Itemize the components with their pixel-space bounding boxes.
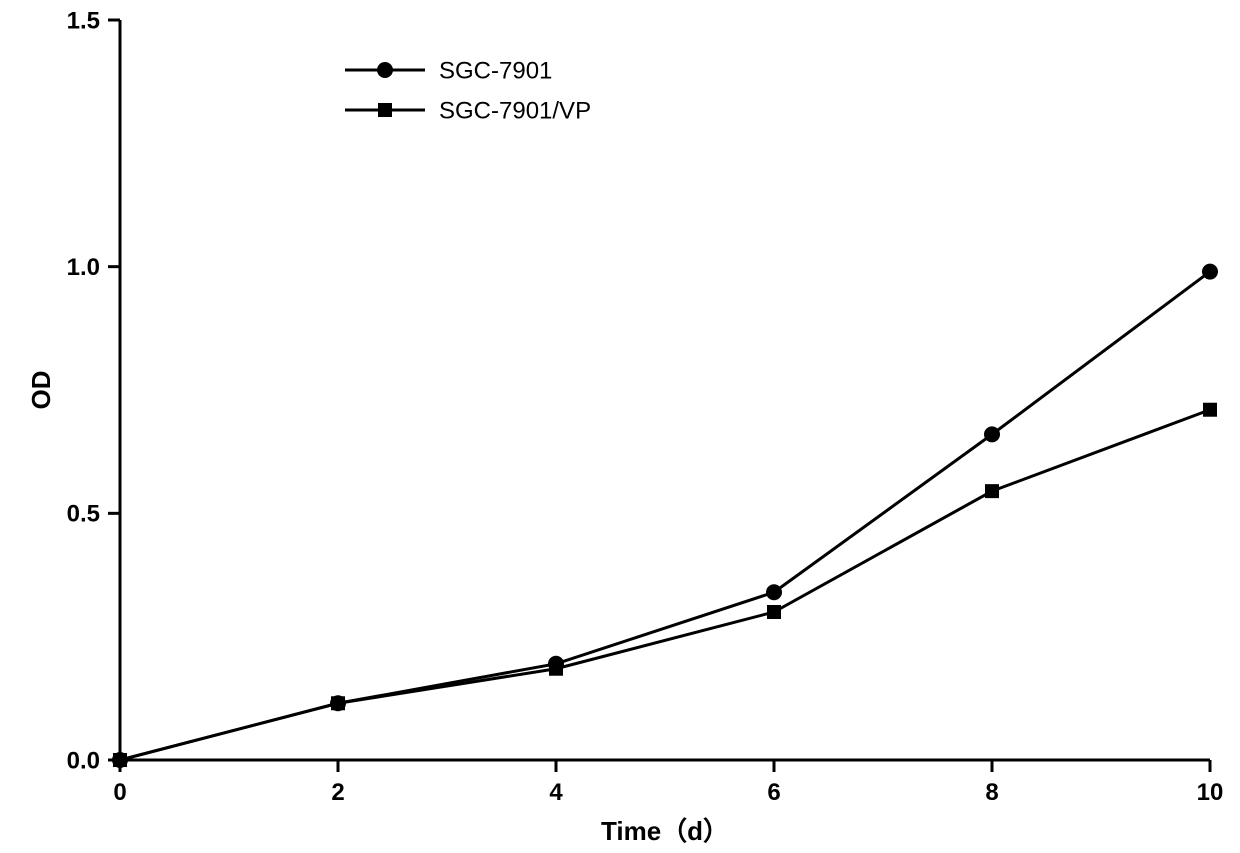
chart-container: 0 2 4 6 8 10 Time（d） 0.0 0.5 1.0 1.5 OD SGC-7901 SGC-… <box>0 0 1240 853</box>
x-tick-label: 4 <box>549 779 563 806</box>
y-tick-label: 1.5 <box>67 7 100 34</box>
legend-label: SGC-7901/VP <box>439 97 591 124</box>
x-tick-label: 6 <box>767 779 780 806</box>
x-axis-label: Time（d） <box>601 816 729 846</box>
x-tick-label: 8 <box>985 779 998 806</box>
y-tick-label: 0.0 <box>67 747 100 774</box>
legend-label: SGC-7901 <box>439 57 552 84</box>
y-tick-label: 1.0 <box>67 254 100 281</box>
y-axis-label: OD <box>26 371 56 410</box>
x-tick-label: 10 <box>1197 779 1224 806</box>
x-tick-label: 2 <box>331 779 344 806</box>
x-tick-label: 0 <box>113 779 126 806</box>
y-tick-label: 0.5 <box>67 501 100 528</box>
line-chart: 0 2 4 6 8 10 Time（d） 0.0 0.5 1.0 1.5 OD SGC-7901 SGC-… <box>0 0 1240 853</box>
